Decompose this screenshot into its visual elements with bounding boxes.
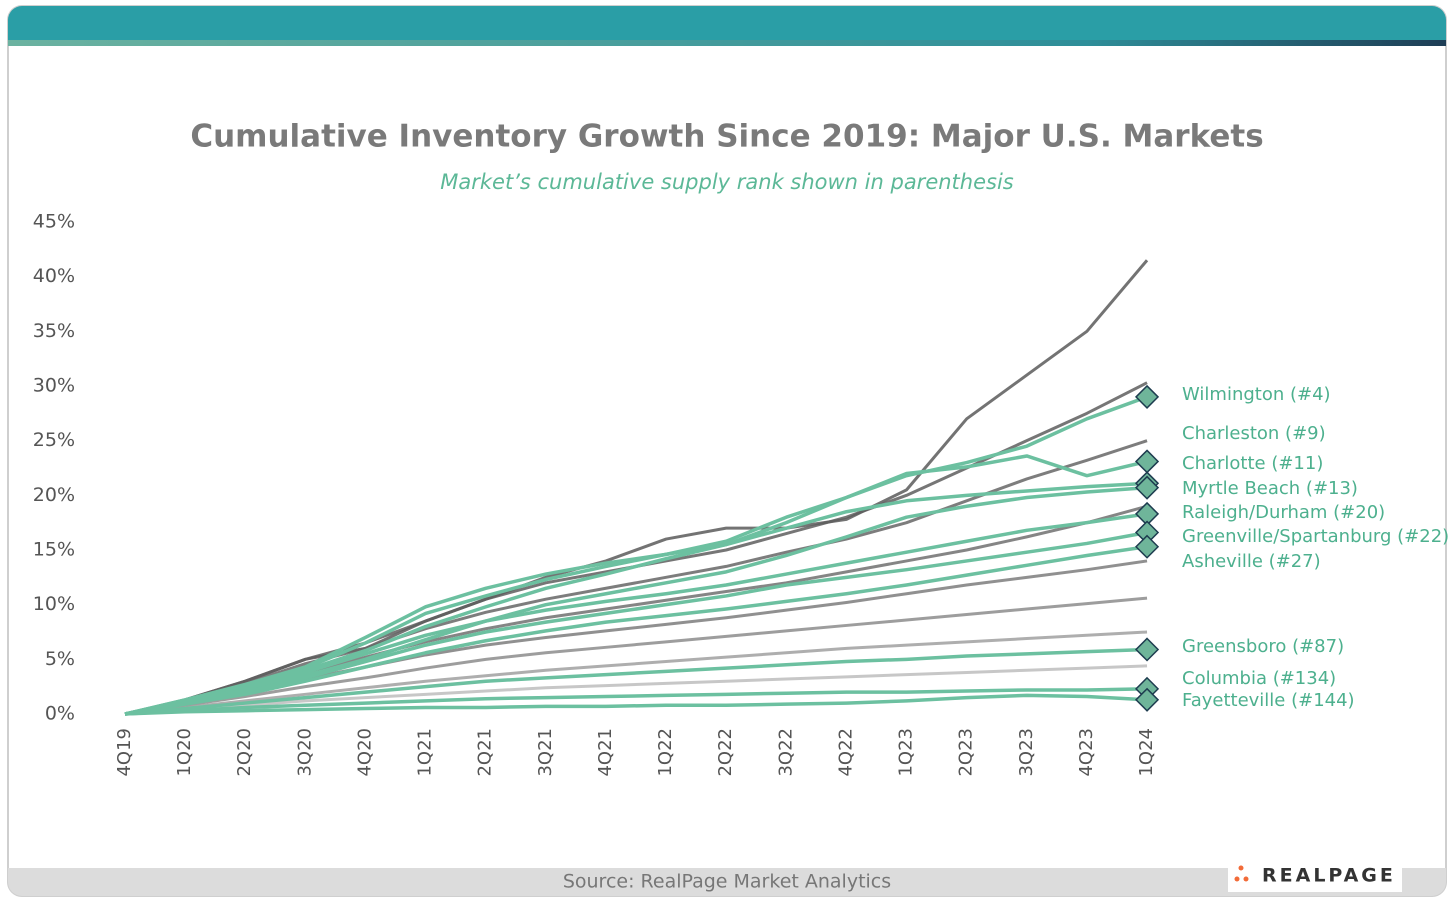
x-tick-label: 3Q21: [535, 728, 556, 777]
logo-box: [1228, 860, 1402, 892]
header-stripe: [8, 40, 1446, 46]
y-tick-label: 15%: [33, 539, 75, 561]
y-tick-label: 45%: [33, 211, 75, 233]
y-tick-label: 10%: [33, 593, 75, 615]
x-tick-label: 1Q23: [896, 728, 917, 777]
end-marker: [1134, 475, 1160, 500]
y-tick-label: 30%: [33, 375, 75, 397]
end-marker: [1134, 384, 1160, 409]
x-tick-label: 2Q23: [956, 728, 977, 777]
y-tick-label: 20%: [33, 484, 75, 506]
header-bar: [8, 6, 1446, 40]
series-label: Asheville (#27): [1182, 551, 1321, 572]
x-tick-label: 1Q21: [415, 728, 436, 777]
logo-dot: [1243, 876, 1249, 882]
highlight-line: [124, 647, 1148, 716]
market-line: [124, 664, 1148, 716]
highlight-line: [124, 544, 1148, 716]
series-label: Fayetteville (#144): [1182, 690, 1355, 711]
logo-dot: [1234, 876, 1240, 882]
logo-text: REALPAGE: [1262, 865, 1396, 887]
x-tick-label: 1Q22: [655, 728, 676, 777]
x-tick-label: 3Q22: [775, 728, 796, 777]
footer-bar: [8, 868, 1446, 896]
series-label: Myrtle Beach (#13): [1182, 478, 1358, 499]
highlight-line: [124, 687, 1148, 716]
y-tick-label: 25%: [33, 429, 75, 451]
end-marker: [1134, 449, 1160, 474]
series-label: Raleigh/Durham (#20): [1182, 502, 1385, 523]
highlight-line: [124, 485, 1148, 716]
x-tick-label: 2Q20: [234, 728, 255, 777]
logo-dot: [1238, 865, 1244, 871]
highlight-line: [124, 512, 1148, 716]
series-label: Charleston (#9): [1182, 423, 1326, 444]
x-tick-label: 4Q20: [354, 728, 375, 777]
y-tick-label: 40%: [33, 265, 75, 287]
y-tick-label: 35%: [33, 320, 75, 342]
source: Source: RealPage Market Analytics: [563, 871, 891, 893]
series-label: Wilmington (#4): [1182, 384, 1331, 405]
highlight-line: [124, 481, 1148, 716]
end-marker: [1134, 637, 1160, 662]
market-line: [124, 630, 1148, 716]
y-tick-label: 0%: [45, 703, 75, 725]
y-tick-label: 5%: [45, 648, 75, 670]
chart-subtitle: Market’s cumulative supply rank shown in…: [440, 170, 1014, 194]
chart-title: Cumulative Inventory Growth Since 2019: …: [190, 119, 1263, 155]
x-tick-label: 1Q24: [1136, 728, 1157, 777]
end-marker: [1134, 687, 1160, 712]
x-tick-label: 3Q23: [1016, 728, 1037, 777]
market-line: [124, 596, 1148, 716]
series-label: Greenville/Spartanburg (#22): [1182, 526, 1449, 547]
series-label: Columbia (#134): [1182, 668, 1336, 689]
highlight-line: [124, 693, 1148, 716]
x-tick-label: 4Q19: [114, 728, 135, 777]
highlight-line: [124, 530, 1148, 716]
end-marker: [1134, 534, 1160, 559]
market-line: [124, 439, 1148, 716]
series-label: Charlotte (#11): [1182, 453, 1323, 474]
x-tick-label: 3Q20: [294, 728, 315, 777]
x-tick-label: 1Q20: [174, 728, 195, 777]
highlight-line: [124, 454, 1148, 716]
x-tick-label: 4Q21: [595, 728, 616, 777]
x-tick-label: 4Q22: [835, 728, 856, 777]
x-tick-label: 2Q22: [715, 728, 736, 777]
x-tick-label: 2Q21: [475, 728, 496, 777]
x-tick-label: 4Q23: [1076, 728, 1097, 777]
series-label: Greensboro (#87): [1182, 636, 1344, 657]
